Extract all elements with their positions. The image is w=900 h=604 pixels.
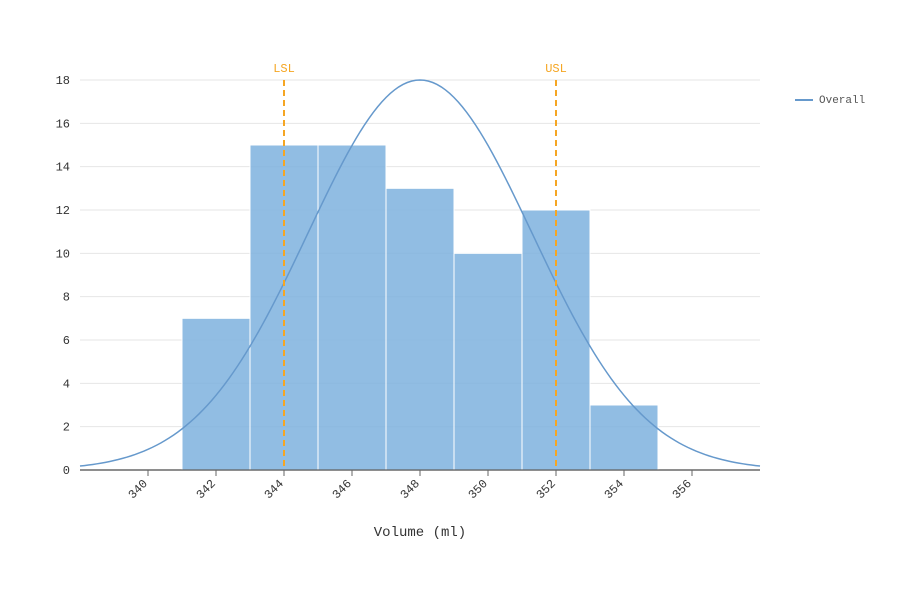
legend-label-overall: Overall bbox=[819, 95, 865, 107]
chart-svg: 0 2 4 6 8 10 12 14 16 18 LSL USL 340 342 344 346 348 350 3… bbox=[0, 0, 900, 600]
svg-text:352: 352 bbox=[534, 477, 559, 502]
svg-text:USL: USL bbox=[545, 62, 567, 76]
x-axis-label: Volume (ml) bbox=[80, 525, 760, 541]
svg-text:350: 350 bbox=[466, 477, 491, 502]
svg-text:16: 16 bbox=[56, 117, 70, 131]
svg-text:340: 340 bbox=[126, 477, 151, 502]
svg-text:354: 354 bbox=[602, 477, 627, 502]
svg-text:344: 344 bbox=[262, 477, 287, 502]
svg-text:2: 2 bbox=[63, 421, 70, 435]
legend-swatch-overall bbox=[795, 99, 813, 101]
legend: Overall bbox=[795, 95, 865, 107]
svg-text:356: 356 bbox=[670, 477, 695, 502]
svg-text:10: 10 bbox=[56, 247, 70, 261]
svg-text:12: 12 bbox=[56, 204, 70, 218]
svg-text:LSL: LSL bbox=[273, 62, 295, 76]
svg-text:8: 8 bbox=[63, 291, 70, 305]
svg-text:6: 6 bbox=[63, 334, 70, 348]
svg-text:0: 0 bbox=[63, 464, 70, 478]
svg-text:18: 18 bbox=[56, 74, 70, 88]
svg-text:346: 346 bbox=[330, 477, 355, 502]
svg-text:14: 14 bbox=[56, 161, 70, 175]
svg-text:4: 4 bbox=[63, 377, 70, 391]
svg-text:342: 342 bbox=[194, 477, 219, 502]
capability-histogram-chart: 0 2 4 6 8 10 12 14 16 18 LSL USL 340 342 344 346 348 350 3… bbox=[0, 0, 900, 600]
svg-text:348: 348 bbox=[398, 477, 423, 502]
